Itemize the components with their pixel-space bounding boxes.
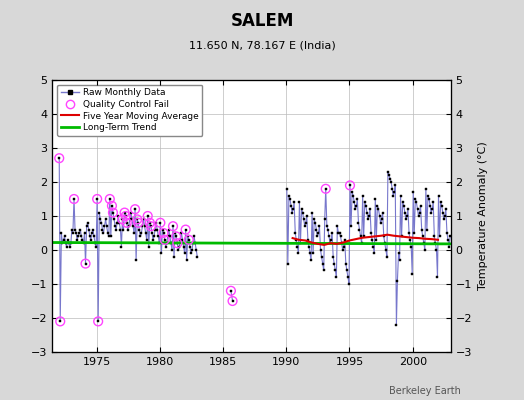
Text: SALEM: SALEM (231, 12, 293, 30)
Point (81, 260, 90, 267)
Legend: Raw Monthly Data, Quality Control Fail, Five Year Moving Average, Long-Term Tren: Raw Monthly Data, Quality Control Fail, … (57, 84, 202, 136)
Point (133, 216, 141, 222)
Point (70, 196, 78, 202)
Point (160, 237, 169, 243)
Point (134, 220, 143, 226)
Point (184, 237, 193, 243)
Point (227, 288, 235, 294)
Point (123, 220, 131, 226)
Text: Berkeley Earth: Berkeley Earth (389, 386, 461, 396)
Point (122, 213, 130, 219)
Point (144, 213, 152, 219)
Point (172, 233, 180, 240)
Point (131, 206, 139, 212)
Point (55, 155, 63, 161)
Point (56, 318, 64, 325)
Point (118, 216, 127, 222)
Point (228, 298, 237, 304)
Point (159, 230, 168, 236)
Point (346, 182, 354, 189)
Point (156, 220, 165, 226)
Point (146, 220, 154, 226)
Point (106, 196, 114, 202)
Point (109, 210, 117, 216)
Text: 11.650 N, 78.167 E (India): 11.650 N, 78.167 E (India) (189, 40, 335, 50)
Point (93, 196, 101, 202)
Point (121, 210, 129, 216)
Point (94, 318, 102, 325)
Point (169, 223, 177, 229)
Y-axis label: Temperature Anomaly (°C): Temperature Anomaly (°C) (477, 142, 487, 290)
Point (108, 202, 116, 209)
Point (173, 240, 181, 246)
Point (147, 223, 155, 229)
Point (322, 186, 330, 192)
Point (181, 226, 190, 233)
